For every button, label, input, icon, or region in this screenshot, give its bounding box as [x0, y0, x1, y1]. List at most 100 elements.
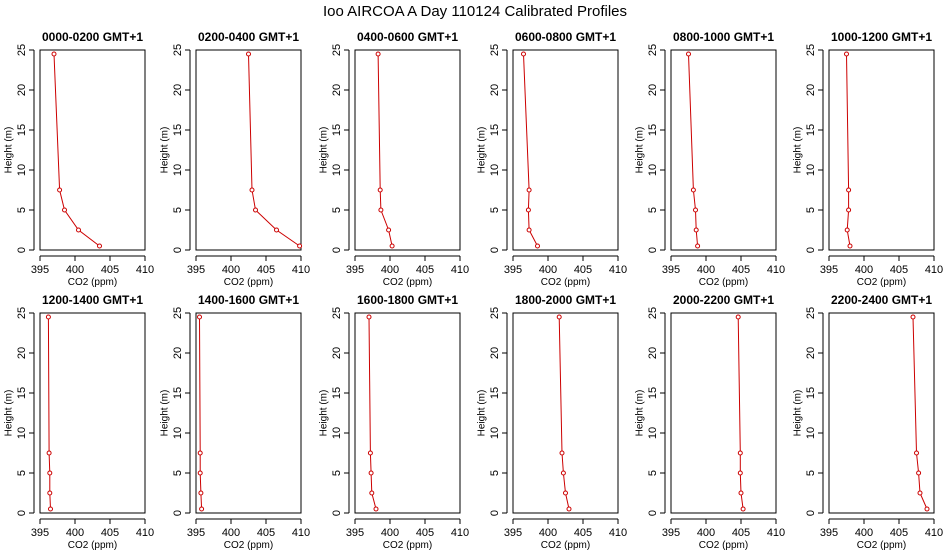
x-axis-label: CO2 (ppm) [383, 277, 432, 288]
y-tick-label: 15 [331, 124, 343, 136]
y-tick-label: 0 [647, 247, 659, 253]
x-tick-label: 400 [66, 264, 84, 276]
y-tick-label: 5 [805, 207, 817, 213]
y-tick-label: 0 [805, 510, 817, 516]
data-point [560, 470, 566, 476]
y-tick-label: 0 [489, 510, 501, 516]
panel-7: 1200-1400 GMT+1 395 400 405 410 CO2 (ppm) 0 5 10… [4, 293, 155, 550]
y-tick-label: 0 [16, 247, 28, 253]
y-tick-label: 25 [805, 307, 817, 319]
plot-frame [195, 49, 302, 251]
y-tick-label: 10 [16, 427, 28, 439]
data-point [556, 314, 562, 320]
y-axis-label: Height (m) [793, 127, 804, 174]
y-tick-label: 15 [331, 387, 343, 399]
x-axis-label: CO2 (ppm) [68, 540, 117, 550]
data-point [916, 470, 922, 476]
y-tick-label: 5 [172, 207, 184, 213]
plot-frame [512, 49, 619, 251]
y-tick-label: 25 [16, 44, 28, 56]
plot-frame [670, 49, 777, 251]
data-point [738, 490, 744, 496]
y-tick-label: 15 [805, 387, 817, 399]
y-tick-label: 10 [805, 164, 817, 176]
x-tick-label: 400 [539, 264, 557, 276]
profile-line [737, 316, 744, 510]
data-point [373, 506, 379, 512]
x-axis-label: CO2 (ppm) [541, 540, 590, 550]
data-point [526, 227, 532, 233]
panel-3: 0400-0600 GMT+1 395 400 405 410 CO2 (ppm) 0 5 10… [319, 30, 470, 288]
x-tick-label: 395 [346, 527, 364, 539]
x-tick-label: 400 [222, 527, 240, 539]
y-tick-label: 25 [16, 307, 28, 319]
panel-2: 0200-0400 GMT+1 395 400 405 410 CO2 (ppm) 0 5 10… [160, 30, 311, 288]
panel-title: 2000-2200 GMT+1 [673, 293, 774, 307]
plot-frame [354, 312, 461, 514]
panel-10: 1800-2000 GMT+1 395 400 405 410 CO2 (ppm) 0 5 10… [477, 293, 628, 550]
x-axis-label: CO2 (ppm) [857, 540, 906, 550]
data-point [197, 314, 202, 320]
y-tick-label: 10 [172, 427, 184, 439]
panel-title: 0600-0800 GMT+1 [515, 30, 616, 44]
data-point [378, 207, 384, 213]
plot-frame [828, 312, 935, 514]
data-point [737, 470, 743, 476]
data-point [367, 450, 373, 456]
data-point [57, 187, 63, 193]
y-tick-label: 15 [647, 387, 659, 399]
x-axis-label: CO2 (ppm) [224, 277, 273, 288]
y-tick-label: 0 [172, 247, 184, 253]
x-tick-label: 405 [416, 527, 434, 539]
y-tick-label: 15 [172, 387, 184, 399]
y-tick-label: 25 [489, 307, 501, 319]
data-point [525, 207, 531, 213]
data-point [47, 490, 53, 496]
x-tick-label: 405 [257, 527, 275, 539]
y-tick-label: 10 [331, 427, 343, 439]
profile-line [248, 53, 300, 247]
y-tick-label: 5 [16, 207, 28, 213]
data-point [375, 51, 381, 57]
y-tick-label: 15 [489, 124, 501, 136]
y-tick-label: 15 [16, 124, 28, 136]
data-point [846, 207, 852, 213]
x-tick-label: 405 [574, 264, 592, 276]
x-tick-label: 395 [662, 264, 680, 276]
data-point [917, 490, 923, 496]
panel-title: 1000-1200 GMT+1 [831, 30, 932, 44]
y-tick-label: 20 [647, 347, 659, 359]
data-point [735, 314, 741, 320]
x-tick-label: 405 [101, 264, 119, 276]
x-tick-label: 405 [890, 264, 908, 276]
x-axis-label: CO2 (ppm) [857, 277, 906, 288]
data-point [566, 506, 572, 512]
x-tick-label: 410 [451, 527, 469, 539]
data-point [386, 227, 392, 233]
data-point [847, 243, 853, 249]
x-tick-label: 405 [574, 527, 592, 539]
x-tick-label: 410 [925, 527, 943, 539]
x-tick-label: 395 [504, 527, 522, 539]
data-point [521, 51, 526, 57]
y-tick-label: 5 [16, 470, 28, 476]
profile-line [199, 316, 203, 510]
plot-frame [39, 312, 146, 514]
panel-title: 1600-1800 GMT+1 [357, 293, 458, 307]
y-tick-label: 5 [489, 470, 501, 476]
profile-line [523, 53, 538, 247]
data-point [563, 490, 568, 496]
y-tick-label: 0 [331, 247, 343, 253]
panel-title: 1200-1400 GMT+1 [42, 293, 143, 307]
data-point [62, 207, 67, 213]
y-tick-label: 5 [172, 470, 184, 476]
x-axis-label: CO2 (ppm) [68, 277, 117, 288]
x-axis-label: CO2 (ppm) [224, 540, 273, 550]
x-tick-label: 400 [66, 527, 84, 539]
panel-4: 0600-0800 GMT+1 395 400 405 410 CO2 (ppm) 0 5 10… [477, 30, 628, 288]
profile-line [912, 316, 928, 510]
y-tick-label: 20 [647, 84, 659, 96]
y-tick-label: 20 [489, 347, 501, 359]
